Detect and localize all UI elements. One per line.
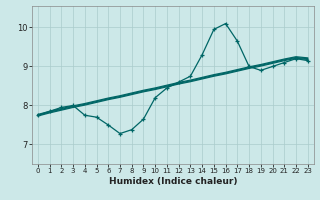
X-axis label: Humidex (Indice chaleur): Humidex (Indice chaleur) (108, 177, 237, 186)
